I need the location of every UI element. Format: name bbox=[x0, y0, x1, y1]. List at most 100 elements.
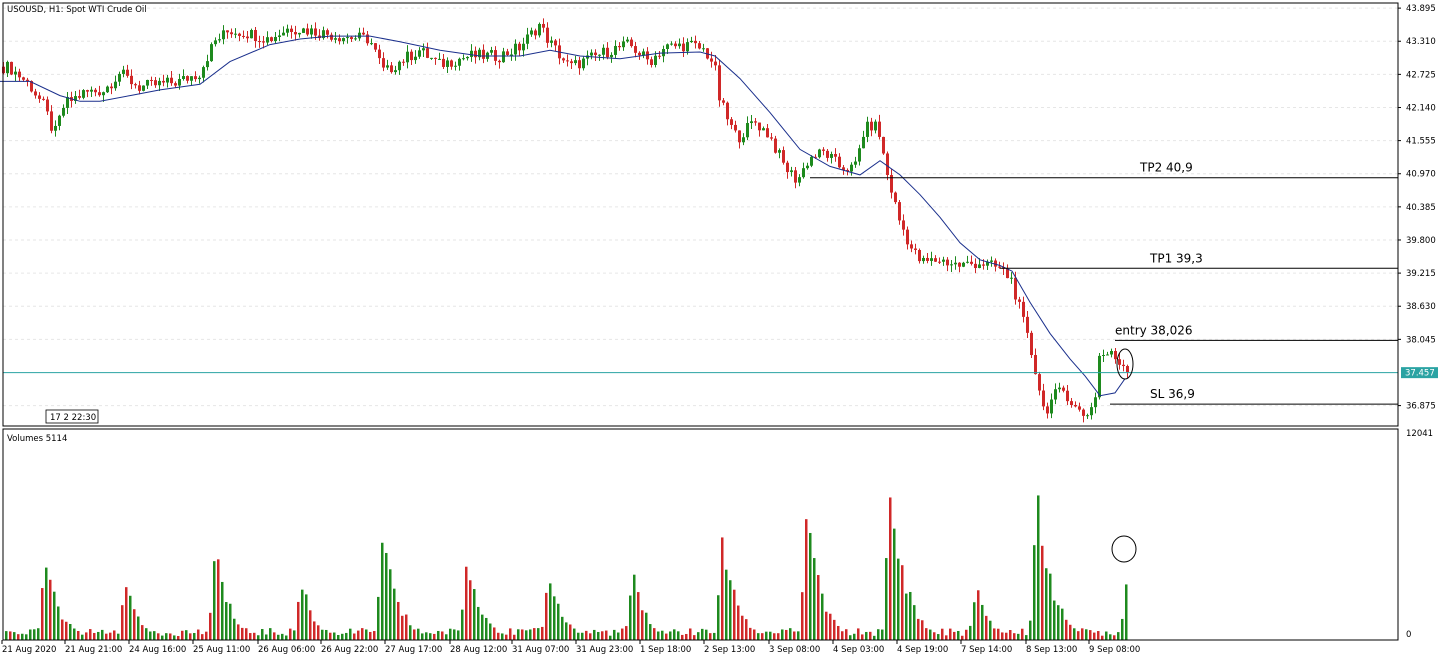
candle bbox=[1066, 385, 1069, 406]
volume-bar bbox=[561, 616, 564, 640]
volume-bar bbox=[65, 621, 68, 640]
volume-bar bbox=[597, 631, 600, 640]
candle bbox=[662, 45, 665, 63]
volume-bar bbox=[841, 631, 844, 640]
candle bbox=[510, 48, 513, 61]
volume-bar bbox=[169, 633, 172, 640]
volume-bar bbox=[625, 626, 628, 640]
candle bbox=[442, 54, 445, 69]
volume-bar bbox=[1065, 619, 1068, 640]
volume-bar bbox=[529, 629, 532, 640]
time-tick-label: 25 Aug 11:00 bbox=[193, 645, 250, 655]
candle bbox=[882, 136, 885, 155]
candle bbox=[498, 59, 501, 69]
volume-bar bbox=[1097, 631, 1100, 640]
candle bbox=[370, 38, 373, 46]
volume-bar bbox=[253, 632, 256, 640]
candle bbox=[238, 32, 241, 42]
volume-bar bbox=[825, 611, 828, 640]
volume-bar bbox=[585, 630, 588, 640]
volume-bar bbox=[513, 634, 516, 640]
chart-title: USOUSD, H1: Spot WTI Crude Oil bbox=[7, 5, 147, 15]
volume-bar bbox=[565, 622, 568, 640]
candle bbox=[14, 66, 17, 82]
volume-bar bbox=[97, 631, 100, 640]
candle bbox=[658, 50, 661, 60]
candle bbox=[150, 76, 153, 86]
candle bbox=[254, 27, 257, 48]
candle bbox=[582, 56, 585, 71]
volume-bar bbox=[1121, 618, 1124, 640]
volume-bar bbox=[81, 634, 84, 640]
volume-bar bbox=[637, 592, 640, 640]
candle bbox=[946, 257, 949, 272]
volume-bar bbox=[45, 567, 48, 640]
candle bbox=[646, 47, 649, 65]
current-price-label: 37.457 bbox=[1405, 369, 1435, 379]
candle bbox=[790, 166, 793, 177]
candle bbox=[322, 26, 325, 40]
volume-bar bbox=[489, 623, 492, 640]
candle bbox=[18, 68, 21, 82]
volume-bar bbox=[1077, 631, 1080, 640]
candle bbox=[866, 116, 869, 143]
candle bbox=[854, 156, 857, 168]
volume-bar bbox=[257, 635, 260, 640]
candle bbox=[870, 117, 873, 137]
candle bbox=[166, 74, 169, 88]
candle bbox=[346, 33, 349, 44]
price-tick-label: 40.970 bbox=[1406, 170, 1436, 180]
price-tick-label: 36.875 bbox=[1406, 402, 1436, 412]
candle bbox=[366, 31, 369, 46]
candle bbox=[1098, 352, 1101, 400]
volume-bar bbox=[549, 583, 552, 640]
volume-bar bbox=[297, 601, 300, 640]
candle bbox=[1050, 393, 1053, 419]
candle bbox=[6, 60, 9, 78]
volume-bar bbox=[945, 635, 948, 640]
candle bbox=[38, 92, 41, 103]
volume-bar bbox=[437, 630, 440, 640]
candle bbox=[1022, 296, 1025, 323]
volume-bar bbox=[317, 625, 320, 640]
volume-bar bbox=[905, 593, 908, 640]
candle bbox=[242, 30, 245, 39]
candle bbox=[246, 30, 249, 43]
volume-bar bbox=[713, 632, 716, 640]
volume-bar bbox=[525, 630, 528, 640]
volume-bar bbox=[709, 633, 712, 640]
volume-bar bbox=[237, 624, 240, 640]
candle bbox=[90, 86, 93, 98]
volume-bar bbox=[541, 626, 544, 640]
volume-bar bbox=[501, 633, 504, 640]
volume-bar bbox=[989, 620, 992, 640]
candle bbox=[770, 133, 773, 141]
volume-bar bbox=[109, 632, 112, 640]
candle bbox=[762, 126, 765, 131]
volume-bar bbox=[61, 619, 64, 640]
candle bbox=[674, 41, 677, 49]
candle bbox=[550, 36, 553, 48]
volume-bar bbox=[9, 631, 12, 640]
volume-bar bbox=[917, 618, 920, 640]
volume-bar bbox=[929, 629, 932, 640]
volume-bar bbox=[365, 629, 368, 640]
candle bbox=[950, 260, 953, 273]
volume-bar bbox=[749, 627, 752, 640]
candle bbox=[1094, 392, 1097, 414]
candle bbox=[898, 200, 901, 225]
volume-bar bbox=[509, 628, 512, 640]
volume-bar bbox=[669, 631, 672, 640]
volume-bar bbox=[1109, 634, 1112, 640]
volume-bar bbox=[737, 605, 740, 640]
volume-bar bbox=[93, 632, 96, 640]
volumes-title: Volumes 5114 bbox=[7, 434, 67, 444]
volume-bar bbox=[921, 620, 924, 640]
volume-bar bbox=[985, 615, 988, 640]
volume-bar bbox=[1057, 605, 1060, 640]
volume-bars bbox=[5, 495, 1128, 640]
candle bbox=[130, 69, 133, 90]
candle bbox=[774, 135, 777, 154]
candle bbox=[634, 41, 637, 58]
candle bbox=[678, 38, 681, 49]
